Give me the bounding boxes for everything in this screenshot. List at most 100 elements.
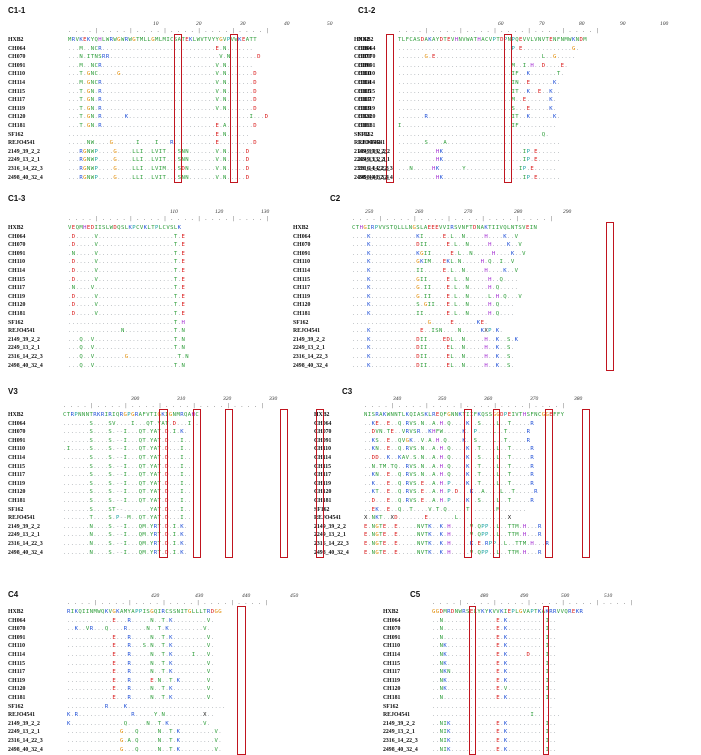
sequence-label: REJO4541: [8, 515, 36, 522]
sequence-row: ............E...R...S.N..T.K.........V.: [67, 643, 215, 650]
sequence-row: ...T.GN.R..............................V…: [68, 88, 258, 95]
position-number: 130: [261, 209, 270, 215]
position-number: 430: [195, 593, 204, 599]
sequence-row: .N.....V....................T.E: [68, 250, 186, 257]
reference-sequence-row: VEQMHEDIISLWDQSLKPCVKLTPLCVSLK: [68, 225, 182, 231]
position-number: 100: [660, 21, 669, 27]
position-number: 370: [530, 396, 539, 402]
sequence-label: 2316_14_22_3: [354, 165, 389, 172]
sequence-label: CH181: [383, 694, 401, 701]
sequence-row: ...RGNWP....G....LLI..LVIT...SNN.......V…: [68, 148, 250, 155]
sequence-row: ....K............II.....E.L..N.....H....…: [352, 267, 519, 274]
sequence-label: CH181: [354, 122, 372, 129]
position-number: 260: [415, 209, 424, 215]
sequence-row: .......N....S.--I...QM.YRT.D.I.K.: [63, 540, 188, 547]
sequence-row: ....K............G.II....E.L..N.....L.H.…: [352, 293, 523, 300]
reference-sequence-row: RIKQIINMWQKVGKAMYAPPISGQIRCSSNITGLLLTRDG…: [67, 609, 223, 615]
sequence-labels-right: HXB2 CH064 CH070 CH091 CH110 CH114 CH115 CH117 C…: [314, 411, 349, 557]
sequence-label: CH114: [314, 454, 332, 461]
sequence-row: ............E...R.....N..T.K.........V.: [67, 694, 215, 701]
sequence-label: REJO4541: [358, 140, 386, 147]
sequence-row: ...T.GN.R..............................E…: [68, 122, 258, 129]
sequence-row: .......S....SV....I...QT.YAT.D...I..: [63, 420, 200, 427]
sequence-label: 2498_40_32_4: [354, 174, 389, 181]
sequence-label: CH064: [8, 420, 26, 427]
position-number: 360: [484, 396, 493, 402]
sequence-row: ....K............DII....EDL..N.....H..K.…: [352, 336, 519, 343]
sequence-label: CH117: [383, 669, 401, 676]
sequence-label: HXB2: [358, 37, 374, 43]
sequence-labels: HXB2 CH064 CH070 CH091 CH110 CH114 CH115 CH117 C…: [8, 224, 43, 370]
sequence-row: ...Q..V........G.............T.N: [68, 353, 189, 360]
highlight-box: [386, 34, 394, 184]
sequence-row: ..............G...Q.....N..T.K.........V…: [67, 746, 223, 753]
sequence-alignment: CTRPNNNTRKRIRIQRGPGRAFVTIGKIGNMRQAHC....…: [63, 411, 199, 557]
sequence-label: 2149_39_2_2: [358, 148, 390, 155]
sequence-row: I.............................IF........…: [398, 122, 557, 129]
sequence-label: SF162: [383, 703, 399, 710]
position-number: 310: [177, 396, 186, 402]
sequence-row: ....K............DII.....EL..N.....H..K.…: [352, 353, 515, 360]
tick-ruler: . . . . | . . . . | . . . . | . . . . | …: [398, 28, 600, 34]
sequence-row: ............E...R.....N..T.K.....I...V.: [67, 651, 215, 658]
sequence-label: CH119: [293, 293, 311, 300]
sequence-label: CH110: [383, 643, 401, 650]
tick-ruler: . . . . | . . . . | . . . . | . . . . | …: [364, 403, 566, 409]
sequence-label: CH117: [354, 97, 372, 104]
sequence-label: 2498_40_32_4: [383, 746, 418, 753]
panel-c2: C2 250 260 270 280 290 . . . . | . . . . | . .…: [330, 194, 700, 379]
sequence-label: CH110: [8, 259, 26, 266]
sequence-label: REJO4541: [8, 140, 36, 147]
sequence-row: ....K............GII.....E.L..N.....H..Q…: [352, 276, 519, 283]
sequence-row: ..NK.............E.K..........I..: [432, 677, 557, 684]
sequence-row: ..EK..E..Q..T....V.T.Q.....T.......M....…: [364, 506, 527, 513]
sequence-label: CH064: [314, 420, 332, 427]
sequence-label: CH181: [293, 310, 311, 317]
sequence-row: ....K............DII.....E.L..N.....H...…: [352, 242, 523, 249]
sequence-row: ..............................S...E.....…: [398, 105, 557, 112]
sequence-label: 2249_13_2_1: [383, 729, 415, 736]
sequence-row: .I.....S....S.--I...QT.YAT.D...I...: [63, 446, 196, 453]
position-number: 60: [498, 21, 504, 27]
sequence-label: HXB2: [354, 37, 370, 43]
sequence-row: ..............................M..I.H..D.…: [398, 62, 569, 69]
sequence-row: .......S....S.--I...QT.YAT.D...I...: [63, 437, 196, 444]
panel-c4: C4 420 430 440 450 . . . . | . . . . | . . . …: [8, 590, 418, 755]
sequence-row: ............E...R.....N..T.K.........V.: [67, 660, 215, 667]
sequence-row: ..........HK.....................IP.E...…: [398, 148, 561, 155]
position-number: 340: [393, 396, 402, 402]
sequence-label: SF162: [8, 319, 24, 326]
sequence-label: 2249_13_2_1: [8, 532, 40, 539]
sequence-label: CH110: [314, 446, 332, 453]
sequence-label: SF162: [314, 506, 330, 513]
position-number: 480: [480, 593, 489, 599]
panel-c3: C3 340 350 360 370 380 . . . . | . . . . | . .…: [342, 387, 700, 577]
sequence-label: CH120: [8, 489, 26, 496]
highlight-box: [280, 409, 288, 559]
sequence-label: CH117: [8, 472, 26, 479]
position-number: 20: [196, 21, 202, 27]
highlight-box: [316, 409, 324, 559]
sequence-label: CH091: [8, 62, 26, 69]
sequence-label: CH115: [8, 88, 26, 95]
sequence-row: ...M..NCR..............................V…: [68, 62, 254, 69]
sequence-label: CH119: [8, 480, 26, 487]
sequence-label: CH115: [293, 276, 311, 283]
sequence-label: 2316_14_22_3: [8, 165, 43, 172]
sequence-label: 2316_14_22_3: [358, 165, 393, 172]
tick-ruler: . . . . | . . . . | . . . . | . . . . | …: [68, 216, 270, 222]
sequence-label: CH117: [8, 285, 26, 292]
sequence-row: ..............................P.E.......…: [398, 45, 580, 52]
panel-c1-2: C1-2 60 70 80 90 100 . . . . | . . . . | . . .…: [358, 6, 698, 191]
sequence-label: CH114: [358, 79, 376, 86]
sequence-label: SF162: [8, 506, 24, 513]
sequence-label: 2149_39_2_2: [383, 720, 415, 727]
sequence-row: .......N....S.--I...QM.YRT.D.I.K.: [63, 523, 188, 530]
sequence-label: 2316_14_22_3: [383, 737, 418, 744]
sequence-row: .......S....S.--I...QT.YAT.D...I...: [63, 480, 196, 487]
sequence-label: 2316_14_22_3: [314, 540, 349, 547]
position-number: 320: [223, 396, 232, 402]
sequence-label: CH119: [8, 677, 26, 684]
sequence-label: SF162: [8, 703, 24, 710]
position-number: 300: [131, 396, 140, 402]
